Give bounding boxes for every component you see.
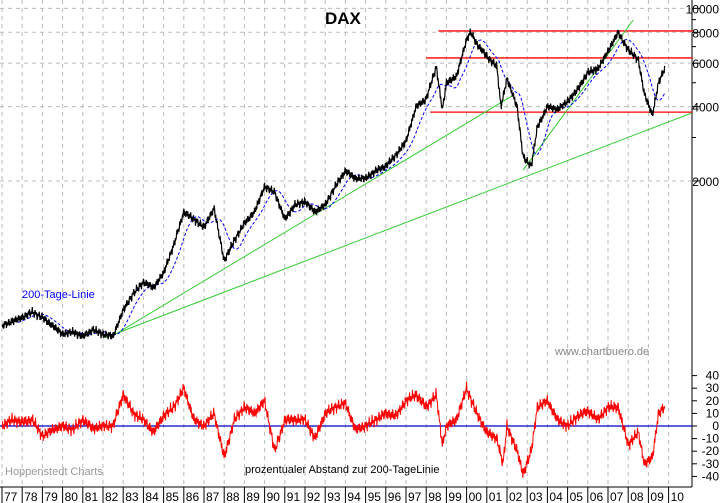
year-label: 08 xyxy=(630,490,644,503)
year-label: 85 xyxy=(166,490,180,503)
osc-tick-label: 30 xyxy=(706,381,720,395)
year-label: 07 xyxy=(610,490,624,503)
year-label: 10 xyxy=(671,490,685,503)
trend-line xyxy=(111,95,513,337)
source-label: Hoppenstedt Charts xyxy=(5,466,103,478)
year-label: 80 xyxy=(65,490,79,503)
year-label: 06 xyxy=(590,490,604,503)
year-label: 89 xyxy=(246,490,260,503)
trend-line xyxy=(104,112,693,339)
year-label: 86 xyxy=(186,490,200,503)
year-label: 91 xyxy=(287,490,301,503)
ma-label: 200-Tage-Linie xyxy=(22,289,95,301)
year-label: 82 xyxy=(105,490,119,503)
year-label: 90 xyxy=(267,490,281,503)
year-label: 02 xyxy=(509,490,523,503)
year-label: 05 xyxy=(570,490,584,503)
year-label: 94 xyxy=(347,490,361,503)
year-label: 01 xyxy=(489,490,503,503)
year-label: 04 xyxy=(549,490,563,503)
year-label: 96 xyxy=(388,490,402,503)
osc-tick-label: 20 xyxy=(706,394,720,408)
year-label: 87 xyxy=(206,490,220,503)
osc-tick-label: -10 xyxy=(702,432,720,446)
chart-title: DAX xyxy=(325,9,361,28)
osc-tick-label: -40 xyxy=(702,469,720,483)
price-tick-label: 6000 xyxy=(692,57,719,71)
price-tick-label: 8000 xyxy=(692,26,719,40)
price-tick-label: 2000 xyxy=(692,175,719,189)
ma-200-line xyxy=(17,39,666,336)
trend-line xyxy=(522,19,634,171)
price-tick-label: 4000 xyxy=(692,101,719,115)
oscillator-title: prozentualer Abstand zur 200-TageLinie xyxy=(245,464,440,476)
year-label: 92 xyxy=(307,490,321,503)
year-label: 78 xyxy=(24,490,38,503)
osc-tick-label: 0 xyxy=(712,419,719,433)
year-label: 84 xyxy=(145,490,159,503)
dax-price-line xyxy=(1,28,666,340)
year-label: 77 xyxy=(4,490,18,503)
osc-tick-label: -30 xyxy=(702,457,720,471)
osc-tick-label: 40 xyxy=(706,369,720,383)
watermark: www.chartbuero.de xyxy=(555,346,650,358)
year-label: 83 xyxy=(125,490,139,503)
osc-tick-label: -20 xyxy=(702,444,720,458)
year-label: 99 xyxy=(448,490,462,503)
year-label: 93 xyxy=(327,490,341,503)
year-label: 81 xyxy=(85,490,99,503)
year-label: 09 xyxy=(650,490,664,503)
year-label: 88 xyxy=(226,490,240,503)
year-label: 97 xyxy=(408,490,422,503)
price-tick-label: 10000 xyxy=(686,2,720,16)
year-label: 03 xyxy=(529,490,543,503)
osc-tick-label: 10 xyxy=(706,406,720,420)
year-label: 00 xyxy=(469,490,483,503)
year-label: 98 xyxy=(428,490,442,503)
year-label: 79 xyxy=(44,490,58,503)
oscillator-line xyxy=(1,381,666,478)
year-label: 95 xyxy=(368,490,382,503)
